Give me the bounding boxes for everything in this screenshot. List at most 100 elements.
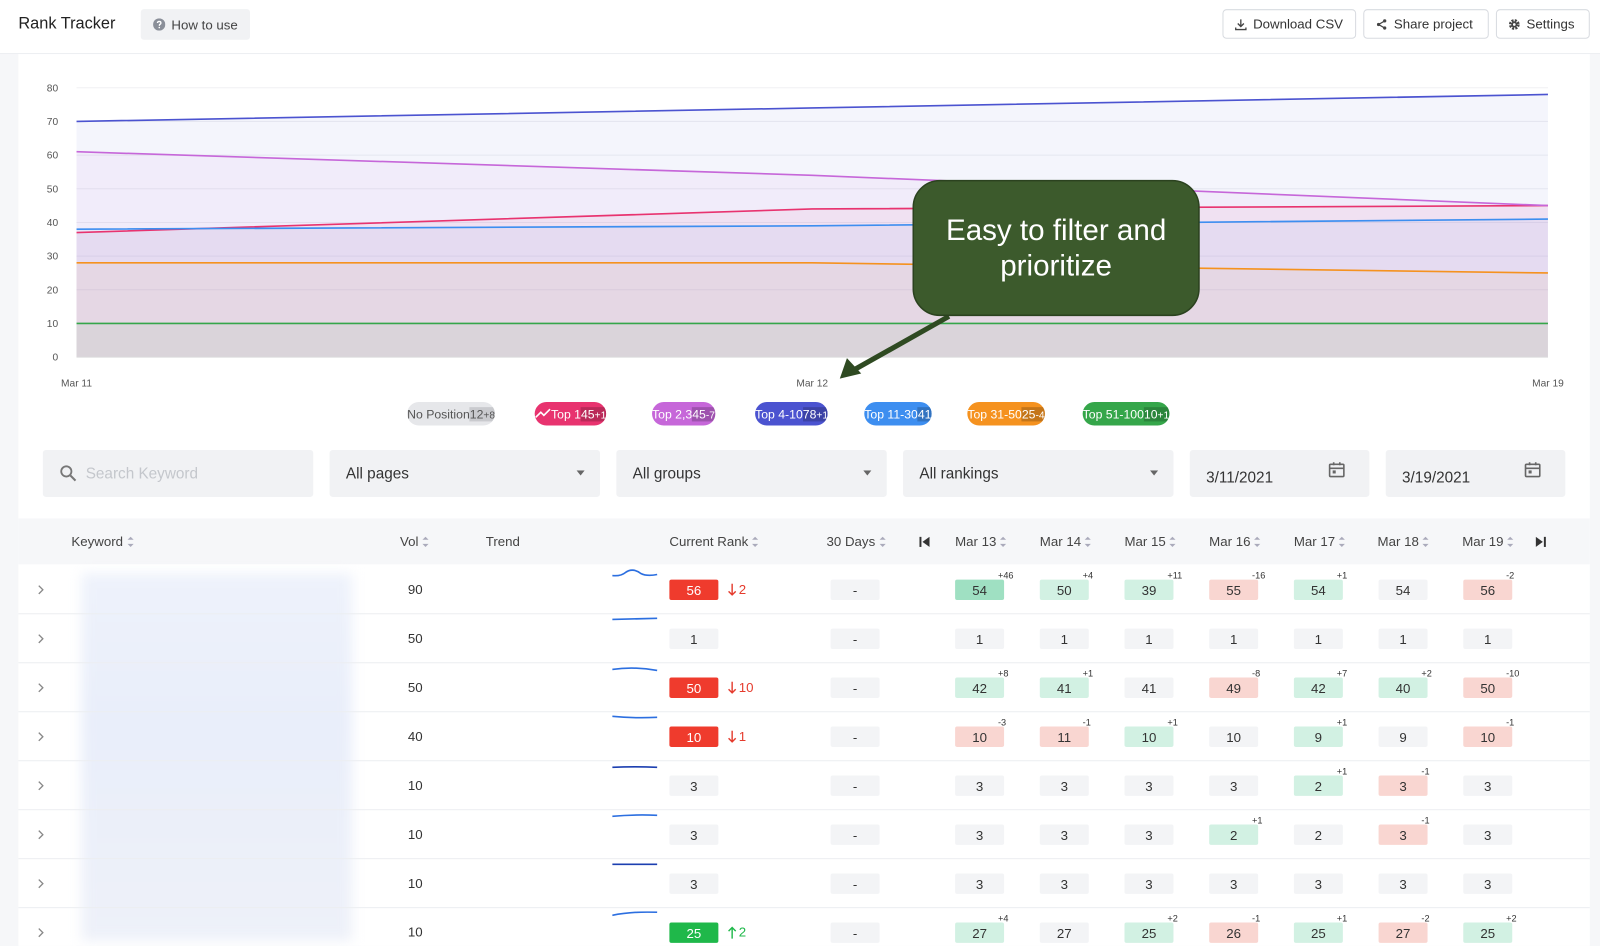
- legend-chip[interactable]: Top 31-50 25-4: [967, 402, 1045, 426]
- current-rank: 10: [669, 726, 719, 747]
- date-label: 3/19/2021: [1402, 468, 1471, 487]
- dropdown-caret: [576, 470, 585, 476]
- column-header-label: 30 Days: [826, 533, 876, 549]
- row-divider: [18, 711, 1590, 713]
- expand-row: [38, 830, 44, 840]
- column-header[interactable]: Mar 13: [955, 534, 1007, 549]
- expand-row: [38, 683, 44, 693]
- day-rank: 25: [1463, 922, 1513, 943]
- column-header[interactable]: Current Rank: [669, 534, 759, 549]
- day-rank: 25: [1293, 922, 1343, 943]
- legend-count-value: 45: [580, 406, 595, 421]
- day-delta: -2: [1506, 570, 1515, 581]
- rank-change-value: 10: [738, 679, 754, 695]
- series-line: [76, 93, 1548, 123]
- day-rank: 3: [1124, 824, 1174, 845]
- day-rank: 9: [1293, 726, 1343, 747]
- row-divider: [18, 760, 1590, 762]
- top-bar: Rank Tracker How to use Download CSV Shar…: [0, 0, 1600, 55]
- day-rank: 3: [1463, 824, 1513, 845]
- day-rank: 10: [1463, 726, 1513, 747]
- day-delta: +4: [1082, 570, 1094, 581]
- legend-name: Top 4-10: [755, 407, 803, 421]
- column-header[interactable]: Mar 16: [1209, 534, 1261, 549]
- column-header[interactable]: Vol: [400, 534, 429, 549]
- day-delta: +1: [1082, 668, 1094, 679]
- how-to-use[interactable]: How to use: [140, 9, 251, 40]
- day-delta: -1: [1421, 815, 1430, 826]
- day-rank: 9: [1378, 726, 1428, 747]
- legend-count: 78+1: [802, 406, 829, 421]
- header-button[interactable]: Share project: [1363, 9, 1489, 39]
- rank-change-value: 1: [738, 728, 747, 744]
- day-rank: 41: [1124, 677, 1174, 698]
- thirty-days: -: [830, 824, 880, 845]
- day-rank: 3: [1463, 873, 1513, 894]
- legend-chip[interactable]: Top 51-100 10+1: [1082, 402, 1170, 426]
- y-tick-label: 60: [47, 151, 59, 162]
- y-tick-label: 20: [47, 285, 59, 296]
- day-rank: 2: [1293, 775, 1343, 796]
- day-rank: 55: [1209, 579, 1259, 601]
- change-arrow: [728, 681, 737, 694]
- day-rank: 1: [1039, 628, 1089, 649]
- search-box[interactable]: Search Keyword: [42, 450, 314, 497]
- expand-row: [38, 732, 44, 742]
- trend-sparkline: [612, 715, 658, 719]
- legend-name: Top 1: [535, 407, 581, 421]
- last-page: [1535, 536, 1546, 547]
- rank-change: 2: [728, 924, 746, 940]
- legend-name: Top 51-100: [1083, 407, 1144, 421]
- series-area: [76, 323, 1548, 358]
- day-delta: -2: [1421, 913, 1430, 924]
- thirty-days: -: [830, 873, 880, 894]
- day-rank: 54: [1378, 579, 1428, 601]
- day-rank: 2: [1209, 824, 1259, 845]
- legend-count-value: 41: [917, 406, 932, 421]
- column-header[interactable]: Mar 19: [1462, 534, 1514, 549]
- expand-row: [38, 928, 44, 938]
- day-rank: 3: [1039, 873, 1089, 894]
- current-rank: 25: [669, 922, 719, 943]
- dropdown[interactable]: All groups: [616, 450, 887, 497]
- legend-chip[interactable]: Top 11-30 41: [864, 402, 932, 426]
- day-rank: 3: [1378, 775, 1428, 796]
- dropdown[interactable]: All rankings: [903, 450, 1174, 497]
- legend-count: 45-7: [692, 406, 715, 421]
- sort-icon: [1339, 536, 1346, 547]
- legend-chip[interactable]: Top 2,3 45-7: [652, 402, 715, 426]
- rank-change-value: 2: [738, 581, 747, 597]
- search-icon: [60, 465, 77, 482]
- calendar-icon: [1328, 462, 1345, 478]
- callout-line: prioritize: [1000, 250, 1112, 283]
- row-divider: [18, 809, 1590, 811]
- legend-chip[interactable]: No Position 12+8: [407, 402, 496, 426]
- day-rank: 10: [955, 726, 1005, 747]
- column-header-label: Keyword: [71, 533, 124, 549]
- column-header[interactable]: Mar 17: [1294, 534, 1346, 549]
- sort-icon: [1000, 536, 1007, 547]
- legend-chip[interactable]: Top 4-10 78+1: [755, 402, 829, 426]
- column-header[interactable]: Mar 14: [1040, 534, 1092, 549]
- row-divider: [18, 613, 1590, 615]
- column-header[interactable]: Mar 15: [1124, 534, 1176, 549]
- vol: 90: [407, 581, 423, 597]
- legend-count: 25-4: [1021, 406, 1045, 421]
- date-input[interactable]: 3/11/2021: [1189, 450, 1370, 497]
- day-rank: 3: [1039, 775, 1089, 796]
- thirty-days: -: [830, 579, 880, 601]
- column-header[interactable]: Keyword: [71, 533, 134, 549]
- day-delta: +1: [1167, 717, 1178, 728]
- date-input[interactable]: 3/19/2021: [1385, 450, 1566, 497]
- day-rank: 25: [1124, 922, 1174, 943]
- header-button[interactable]: Settings: [1495, 9, 1590, 39]
- button-label: Settings: [1526, 16, 1575, 32]
- dropdown[interactable]: All pages: [329, 450, 601, 497]
- legend-chip[interactable]: Top 1 45+1: [534, 402, 607, 426]
- button-icon: [1376, 18, 1387, 30]
- day-delta: +4: [997, 913, 1009, 924]
- column-header[interactable]: Mar 18: [1378, 534, 1430, 549]
- header-button[interactable]: Download CSV: [1222, 9, 1357, 39]
- column-header[interactable]: 30 Days: [827, 534, 886, 549]
